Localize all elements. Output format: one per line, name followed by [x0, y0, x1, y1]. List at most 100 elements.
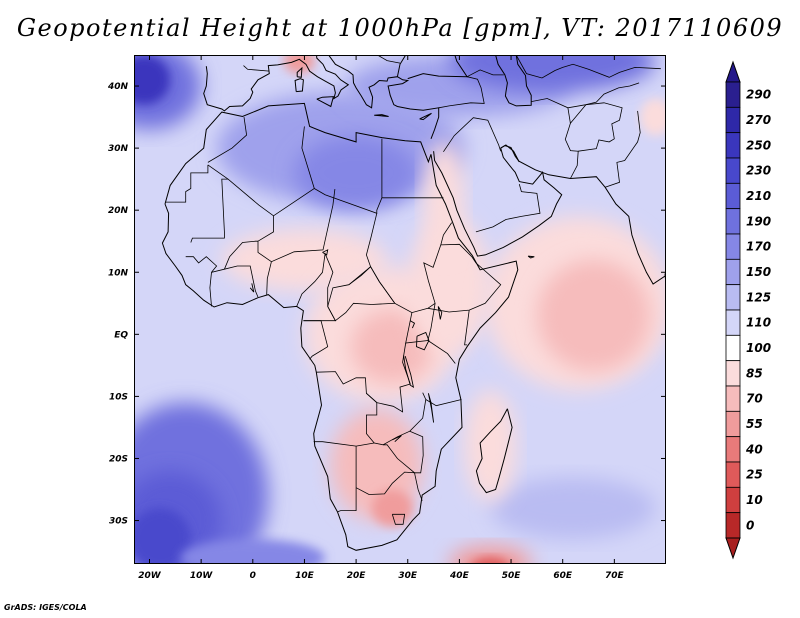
border-europe-north	[376, 55, 401, 64]
border-guinea	[185, 256, 218, 273]
sardinia-coastline	[294, 78, 304, 93]
central-africa-low-core-region	[350, 309, 434, 384]
colorbar: 2902702502302101901701501251101008570554…	[725, 60, 771, 560]
lon-axis	[148, 55, 615, 564]
lat-tick-label: 40N	[107, 82, 129, 92]
colorbar-label: 25	[746, 468, 763, 482]
colorbar-swatch	[725, 385, 741, 412]
lon-tick-label: 20W	[138, 571, 162, 581]
balkan-coastline	[327, 55, 440, 139]
arabia-coastline	[433, 144, 666, 285]
colorbar-bottom-triangle	[725, 537, 741, 560]
border-caucasus	[466, 69, 504, 78]
colorbar-label: 230	[746, 164, 771, 178]
border-mali-mauritania	[190, 178, 228, 243]
border-turkey-syria	[438, 76, 485, 109]
lat-tick-label: 20S	[109, 454, 128, 464]
indian-ocean-high-region	[490, 477, 656, 540]
chart-title: Geopotential Height at 1000hPa [gpm], VT…	[16, 14, 784, 42]
lon-tick-label: 30E	[398, 571, 418, 581]
colorbar-label: 40	[745, 442, 763, 456]
colorbar-label: 100	[746, 341, 771, 355]
colorbar-label: 250	[746, 138, 771, 152]
colorbar-top-triangle	[725, 60, 741, 83]
crete-coastline	[374, 114, 389, 117]
south-atlantic-high-inner-region	[134, 508, 191, 564]
border-tanzania-kenya	[427, 340, 456, 364]
lake-malawi	[427, 393, 435, 423]
border-mozambique-west	[409, 430, 424, 501]
border-libya	[314, 138, 383, 214]
colorbar-label: 110	[746, 316, 771, 330]
madagascar-low-region	[464, 390, 517, 502]
border-car	[327, 266, 396, 322]
colorbar-label: 10	[746, 493, 763, 507]
colorbar-swatch	[725, 436, 741, 463]
lon-tick-label: 70E	[605, 571, 625, 581]
colorbar-swatch	[725, 334, 741, 362]
colorbar-swatch	[725, 233, 741, 260]
field-layer	[134, 55, 666, 564]
border-arabia	[443, 117, 502, 153]
lon-tick-label: 40E	[449, 571, 470, 581]
border-afghanistan	[570, 102, 623, 152]
colorbar-label: 170	[746, 240, 771, 254]
lat-tick-label: 30N	[108, 144, 129, 154]
colorbar-swatch	[725, 486, 741, 514]
corsica-coastline	[296, 66, 303, 78]
border-west-africa	[209, 265, 259, 307]
europe-coastline	[203, 55, 350, 112]
colorbar-label: 290	[746, 88, 771, 102]
credit-text: GrADS: IGES/COLA	[4, 603, 87, 612]
border-maghreb	[207, 117, 248, 163]
colorbar-label: 210	[746, 189, 771, 203]
north-atlantic-high-core-region	[134, 55, 171, 105]
lat-tick-label: 10S	[109, 392, 128, 402]
border-cameroon	[296, 252, 337, 322]
colorbar-swatch	[725, 360, 741, 387]
lat-tick-label: EQ	[114, 330, 128, 340]
madagascar-coastline	[475, 408, 513, 494]
lon-tick-label: 50E	[502, 571, 522, 581]
lon-tick-label: 10E	[295, 571, 315, 581]
lon-tick-label: 10W	[190, 571, 214, 581]
lake-chad	[322, 249, 329, 256]
border-gabon-congo	[303, 320, 329, 360]
border-namibia-botswana	[337, 446, 357, 513]
caspian-coastline	[495, 55, 532, 107]
colorbar-swatch	[725, 106, 741, 134]
border-kenya-somalia	[464, 310, 470, 346]
colorbar-swatch	[725, 157, 741, 184]
lat-tick-label: 30S	[109, 517, 128, 527]
colorbar-swatch	[725, 309, 741, 336]
lat-tick-label: 10N	[108, 268, 129, 278]
cyprus-coastline	[419, 112, 432, 121]
colorbar-label: 270	[746, 113, 771, 127]
socotra-coastline	[527, 255, 535, 259]
border-india-pakistan	[604, 110, 641, 188]
lake-victoria	[416, 331, 430, 351]
colorbar-swatch	[725, 461, 741, 488]
border-ethiopia	[427, 243, 502, 313]
colorbar-label: 70	[746, 392, 763, 406]
colorbar-swatch	[725, 410, 741, 438]
southern-africa-low-core-region	[371, 489, 413, 527]
east-africa-low-region	[407, 216, 491, 353]
colorbar-label: 125	[746, 290, 771, 304]
colorbar-label: 190	[746, 214, 771, 228]
colorbar-label: 85	[746, 366, 763, 380]
border-uganda	[405, 303, 436, 344]
border-angola-zambia	[313, 393, 378, 447]
colorbar-label: 55	[746, 417, 763, 431]
agulhas-low-core-region	[472, 557, 509, 564]
border-central-asia	[531, 82, 640, 109]
colorbar-boxes	[725, 60, 741, 560]
map-frame	[134, 55, 666, 564]
lat-axis	[134, 85, 666, 522]
border-botswana-south	[355, 444, 416, 495]
lake-turkana	[437, 306, 443, 320]
lon-tick-label: 20E	[347, 571, 367, 581]
map-panel	[134, 55, 666, 564]
colorbar-swatch	[725, 208, 741, 235]
north-africa-plateau-core-region	[294, 135, 419, 211]
